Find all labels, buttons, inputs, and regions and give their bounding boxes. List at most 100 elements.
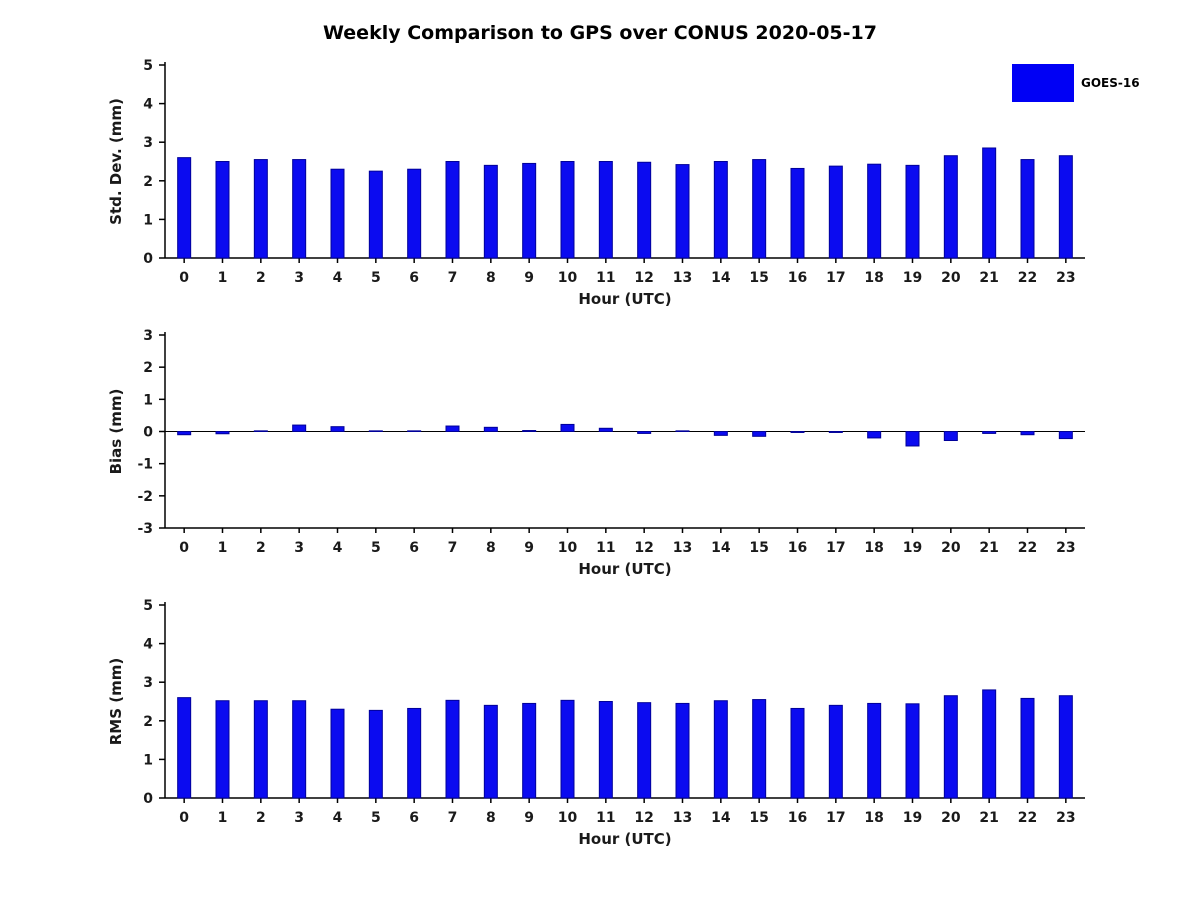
bar-hour-5 bbox=[368, 170, 383, 259]
x-tick-label: 2 bbox=[256, 270, 266, 286]
bar-hour-16 bbox=[790, 167, 805, 259]
x-tick-label: 14 bbox=[711, 810, 731, 826]
x-tick-label: 12 bbox=[634, 270, 653, 286]
y-axis-title: Std. Dev. (mm) bbox=[107, 98, 125, 225]
x-tick-label: 1 bbox=[218, 540, 228, 556]
x-tick-label: 13 bbox=[673, 810, 692, 826]
x-tick-label: 5 bbox=[371, 810, 381, 826]
x-tick-label: 2 bbox=[256, 810, 266, 826]
bar-hour-19 bbox=[905, 703, 920, 799]
x-tick-label: 0 bbox=[179, 270, 189, 286]
x-tick-label: 18 bbox=[864, 270, 883, 286]
y-tick-label: 1 bbox=[143, 392, 153, 408]
x-tick-label: 22 bbox=[1018, 810, 1037, 826]
bar-hour-8 bbox=[483, 426, 498, 433]
x-tick-label: 11 bbox=[596, 810, 615, 826]
y-tick-label: 2 bbox=[143, 360, 153, 376]
bar-hour-17 bbox=[828, 165, 843, 259]
bar-hour-13 bbox=[675, 164, 690, 259]
legend: GOES-16 bbox=[1012, 64, 1140, 102]
bar-hour-18 bbox=[867, 163, 882, 259]
x-tick-label: 6 bbox=[409, 270, 419, 286]
legend-swatch-goes16 bbox=[1012, 64, 1074, 102]
bar-hour-15 bbox=[752, 699, 767, 799]
x-tick-label: 0 bbox=[179, 540, 189, 556]
bar-hour-4 bbox=[330, 426, 345, 433]
x-tick-label: 20 bbox=[941, 810, 961, 826]
bar-hour-22 bbox=[1020, 431, 1035, 436]
bar-hour-3 bbox=[292, 159, 307, 259]
bar-hour-20 bbox=[943, 431, 958, 442]
x-tick-label: 1 bbox=[218, 270, 228, 286]
x-tick-label: 9 bbox=[524, 270, 534, 286]
bar-hour-16 bbox=[790, 707, 805, 799]
bar-hour-14 bbox=[713, 431, 728, 436]
x-tick-label: 13 bbox=[673, 270, 692, 286]
bar-hour-12 bbox=[637, 431, 652, 434]
y-tick-label: -2 bbox=[137, 489, 153, 505]
y-axis-title: Bias (mm) bbox=[107, 389, 125, 475]
x-tick-label: 15 bbox=[749, 810, 768, 826]
y-tick-label: 4 bbox=[143, 637, 153, 653]
x-tick-label: 8 bbox=[486, 270, 496, 286]
bar-hour-4 bbox=[330, 708, 345, 799]
bar-hour-11 bbox=[598, 427, 613, 432]
bar-hour-22 bbox=[1020, 697, 1035, 799]
bar-hour-6 bbox=[407, 168, 422, 259]
bar-hour-12 bbox=[637, 161, 652, 259]
bar-hour-2 bbox=[253, 700, 268, 799]
bar-hour-2 bbox=[253, 430, 268, 432]
bar-hour-15 bbox=[752, 159, 767, 259]
x-tick-label: 2 bbox=[256, 540, 266, 556]
bar-hour-1 bbox=[215, 700, 230, 799]
bar-hour-14 bbox=[713, 700, 728, 799]
y-tick-label: -3 bbox=[137, 521, 153, 537]
y-tick-label: 3 bbox=[143, 135, 153, 151]
x-tick-label: 1 bbox=[218, 810, 228, 826]
x-tick-label: 16 bbox=[788, 540, 807, 556]
bar-hour-21 bbox=[982, 431, 997, 434]
x-tick-label: 10 bbox=[558, 810, 578, 826]
bar-hour-6 bbox=[407, 430, 422, 432]
x-tick-label: 18 bbox=[864, 540, 883, 556]
x-tick-label: 9 bbox=[524, 810, 534, 826]
bar-hour-9 bbox=[522, 162, 537, 259]
x-tick-label: 14 bbox=[711, 270, 731, 286]
bar-hour-19 bbox=[905, 164, 920, 259]
x-tick-label: 19 bbox=[903, 810, 922, 826]
x-axis-title: Hour (UTC) bbox=[578, 560, 671, 578]
x-tick-label: 13 bbox=[673, 540, 692, 556]
x-tick-label: 7 bbox=[448, 810, 458, 826]
bar-hour-1 bbox=[215, 161, 230, 259]
x-tick-label: 17 bbox=[826, 270, 845, 286]
bar-hour-8 bbox=[483, 164, 498, 259]
y-tick-label: 0 bbox=[143, 791, 153, 807]
bar-hour-18 bbox=[867, 702, 882, 799]
x-tick-label: 11 bbox=[596, 270, 615, 286]
x-tick-label: 10 bbox=[558, 270, 578, 286]
bar-hour-21 bbox=[982, 689, 997, 799]
bar-hour-17 bbox=[828, 431, 843, 433]
x-tick-label: 0 bbox=[179, 810, 189, 826]
y-tick-label: -1 bbox=[137, 457, 153, 473]
x-tick-label: 7 bbox=[448, 270, 458, 286]
bar-hour-7 bbox=[445, 161, 460, 259]
bar-hour-16 bbox=[790, 431, 805, 433]
y-tick-label: 5 bbox=[143, 598, 153, 614]
y-axis-title: RMS (mm) bbox=[107, 658, 125, 745]
x-tick-label: 22 bbox=[1018, 270, 1037, 286]
x-tick-label: 20 bbox=[941, 540, 961, 556]
x-tick-label: 7 bbox=[448, 540, 458, 556]
bar-hour-23 bbox=[1058, 155, 1073, 259]
bar-hour-7 bbox=[445, 699, 460, 799]
x-tick-label: 11 bbox=[596, 540, 615, 556]
x-tick-label: 9 bbox=[524, 540, 534, 556]
x-tick-label: 21 bbox=[979, 540, 998, 556]
rms-panel: 0 1 2 3 4 5 0 1 2 3 4 5 6 7 8 9 10 11 12 13 14 15 16 17 18 19 20 21… bbox=[0, 580, 1200, 856]
x-tick-label: 15 bbox=[749, 270, 768, 286]
x-tick-label: 8 bbox=[486, 810, 496, 826]
bar-hour-10 bbox=[560, 423, 575, 432]
